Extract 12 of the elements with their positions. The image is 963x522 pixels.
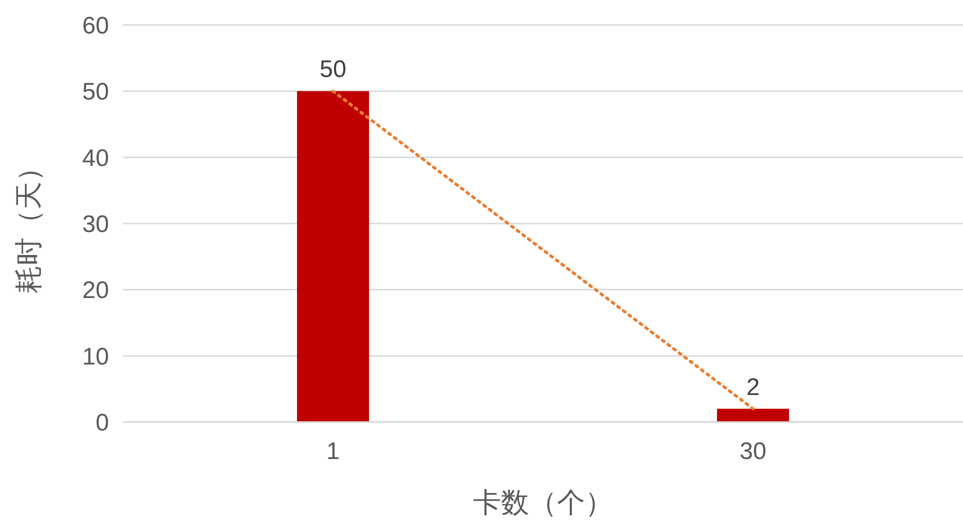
- y-axis-title: 耗时（天）: [12, 154, 44, 294]
- data-label: 50: [320, 56, 346, 84]
- y-tick-label: 60: [82, 12, 109, 40]
- y-tick-label: 20: [82, 277, 109, 304]
- y-tick-label: 10: [82, 343, 109, 370]
- x-tick-label: 1: [326, 438, 340, 466]
- y-tick-label: 0: [96, 410, 109, 437]
- data-label: 2: [746, 374, 760, 401]
- x-axis-title: 卡数（个）: [473, 487, 613, 518]
- y-tick-label: 30: [82, 211, 109, 238]
- y-tick-label: 40: [82, 144, 109, 172]
- y-tick-label: 50: [82, 78, 109, 106]
